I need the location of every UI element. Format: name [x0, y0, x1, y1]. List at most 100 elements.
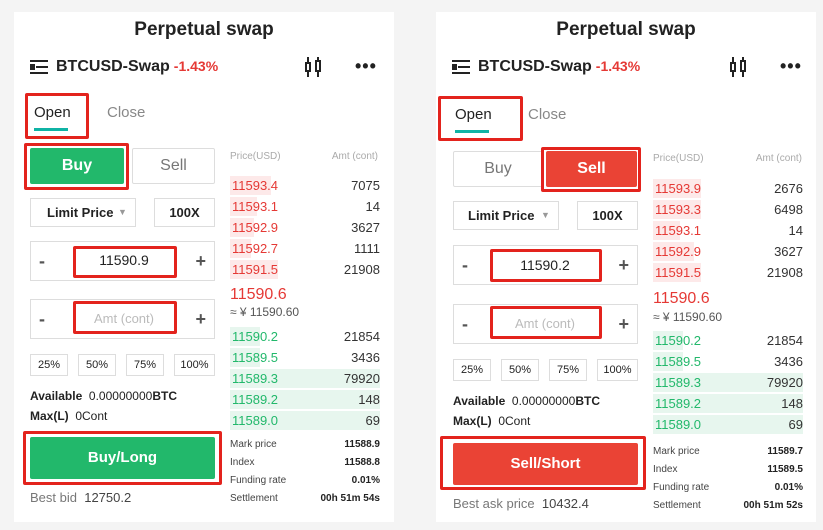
ask-row[interactable]: 11592.9 3627: [230, 217, 380, 238]
bid-row[interactable]: 11589.0 69: [230, 410, 380, 431]
ask-row[interactable]: 11592.7 1111: [230, 238, 380, 259]
bid-depth-bar: [230, 369, 380, 388]
price-increase-button[interactable]: +: [195, 251, 206, 271]
market-info-row: Funding rate 0.01%: [653, 479, 803, 496]
bid-amount: 3436: [774, 354, 803, 369]
available-balance: Available 0.00000000BTC: [30, 389, 177, 403]
max-value: 0Cont: [75, 409, 108, 423]
market-info-value: 11589.7: [767, 446, 803, 457]
more-options-icon[interactable]: •••: [780, 56, 802, 76]
bid-row[interactable]: 11590.2 21854: [230, 326, 380, 347]
symbol-name: BTCUSD-Swap: [478, 58, 592, 75]
ask-amount: 3627: [774, 244, 803, 259]
menu-icon[interactable]: [452, 59, 470, 75]
bid-price: 11589.5: [655, 354, 702, 369]
available-value: 0.00000000: [88, 389, 153, 403]
ask-row[interactable]: 11593.9 2676: [653, 178, 803, 199]
leverage-select[interactable]: 100X: [154, 198, 215, 227]
price-increase-button[interactable]: +: [618, 255, 629, 275]
bid-depth-bar: [230, 348, 260, 367]
percent-75-button[interactable]: 75%: [549, 359, 587, 381]
buy-long-button[interactable]: Buy/Long: [30, 437, 215, 479]
instrument-symbol[interactable]: BTCUSD-Swap -1.43%: [478, 58, 640, 76]
best-ask-value: 10432.4: [541, 496, 589, 511]
ask-depth-bar: [653, 263, 701, 282]
bid-row[interactable]: 11589.2 148: [653, 393, 803, 414]
tab-open[interactable]: Open: [455, 106, 492, 123]
highlight-price-input: [73, 246, 177, 278]
tab-close[interactable]: Close: [107, 104, 146, 121]
buy-button[interactable]: Buy: [453, 151, 543, 187]
leverage-select[interactable]: 100X: [577, 201, 638, 230]
price-decrease-button[interactable]: -: [39, 251, 45, 271]
tab-close[interactable]: Close: [528, 106, 567, 123]
percent-100-button[interactable]: 100%: [597, 359, 638, 381]
percent-50-button[interactable]: 50%: [501, 359, 539, 381]
price-input[interactable]: 11590.2: [520, 257, 570, 273]
ask-price: 11591.5: [655, 265, 702, 280]
amount-input[interactable]: Amt (cont): [515, 316, 575, 331]
ask-row[interactable]: 11593.4 7075: [230, 175, 380, 196]
market-info-label: Mark price: [653, 446, 700, 457]
sell-button[interactable]: Sell: [132, 148, 215, 184]
price-decrease-button[interactable]: -: [462, 255, 468, 275]
bid-depth-bar: [230, 327, 260, 346]
candlestick-chart-icon[interactable]: [304, 57, 322, 77]
available-unit: BTC: [575, 394, 600, 408]
sell-short-button[interactable]: Sell/Short: [453, 443, 638, 485]
percent-75-button[interactable]: 75%: [126, 354, 164, 376]
ask-price: 11592.9: [655, 244, 702, 259]
ask-amount: 14: [788, 223, 803, 238]
instrument-symbol[interactable]: BTCUSD-Swap -1.43%: [56, 58, 218, 76]
percent-25-button[interactable]: 25%: [453, 359, 491, 381]
price-stepper: - +: [30, 241, 215, 281]
ask-price: 11593.3: [655, 202, 702, 217]
amount-input[interactable]: Amt (cont): [94, 311, 154, 326]
bid-row[interactable]: 11589.3 79920: [653, 372, 803, 393]
amount-decrease-button[interactable]: -: [39, 309, 45, 329]
bid-row[interactable]: 11589.2 148: [230, 389, 380, 410]
order-type-select[interactable]: Limit Price ▼: [30, 198, 136, 227]
orderbook-price-header: Price(USD): [230, 151, 281, 162]
bid-row[interactable]: 11589.5 3436: [230, 347, 380, 368]
available-unit: BTC: [152, 389, 177, 403]
bid-depth-bar: [653, 373, 803, 392]
last-price: 11590.6: [653, 290, 710, 307]
price-stepper: - +: [453, 245, 638, 285]
percent-25-button[interactable]: 25%: [30, 354, 68, 376]
ask-row[interactable]: 11592.9 3627: [653, 241, 803, 262]
buy-button[interactable]: Buy: [30, 148, 124, 184]
ask-row[interactable]: 11593.1 14: [653, 220, 803, 241]
ask-price: 11593.1: [655, 223, 702, 238]
ask-amount: 6498: [774, 202, 803, 217]
more-options-icon[interactable]: •••: [355, 56, 377, 76]
price-input[interactable]: 11590.9: [99, 252, 149, 268]
bid-row[interactable]: 11589.3 79920: [230, 368, 380, 389]
instrument-header: BTCUSD-Swap -1.43% •••: [452, 56, 816, 80]
sell-button[interactable]: Sell: [546, 151, 637, 187]
bid-row[interactable]: 11590.2 21854: [653, 330, 803, 351]
ask-row[interactable]: 11593.3 6498: [653, 199, 803, 220]
ask-row[interactable]: 11591.5 21908: [230, 259, 380, 280]
percent-50-button[interactable]: 50%: [78, 354, 116, 376]
bid-row[interactable]: 11589.0 69: [653, 414, 803, 435]
ask-amount: 1111: [353, 241, 380, 256]
market-info-label: Index: [230, 457, 255, 468]
ask-depth-bar: [230, 176, 271, 195]
order-type-select[interactable]: Limit Price ▼: [453, 201, 559, 230]
available-label: Available: [453, 394, 506, 408]
ask-row[interactable]: 11593.1 14: [230, 196, 380, 217]
amount-decrease-button[interactable]: -: [462, 314, 468, 334]
amount-increase-button[interactable]: +: [618, 314, 629, 334]
menu-icon[interactable]: [30, 59, 48, 75]
amount-increase-button[interactable]: +: [195, 309, 206, 329]
bid-price: 11590.2: [232, 329, 279, 344]
tab-open[interactable]: Open: [34, 104, 71, 121]
bid-row[interactable]: 11589.5 3436: [653, 351, 803, 372]
bid-amount: 148: [358, 392, 380, 407]
percent-100-button[interactable]: 100%: [174, 354, 215, 376]
market-info-row: Index 11589.5: [653, 461, 803, 478]
candlestick-chart-icon[interactable]: [729, 57, 747, 77]
ask-row[interactable]: 11591.5 21908: [653, 262, 803, 283]
highlight-sell-short-button: [440, 436, 646, 490]
